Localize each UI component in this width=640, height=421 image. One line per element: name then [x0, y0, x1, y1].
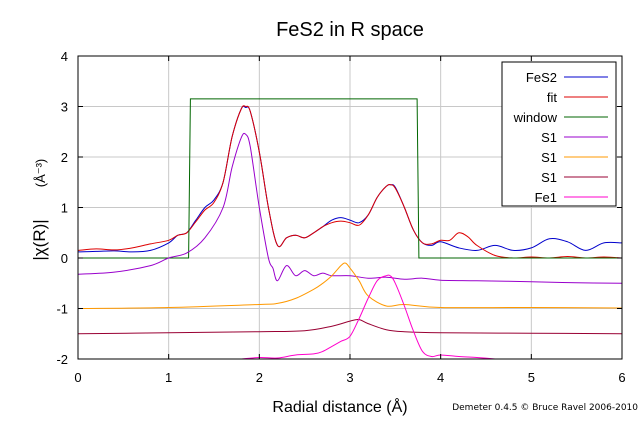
y-tick-label: 1: [61, 201, 68, 216]
legend-label: S1: [541, 170, 557, 185]
legend-label: fit: [547, 90, 558, 105]
legend: FeS2 fit window S1 S1 S1 Fe1: [501, 61, 617, 207]
x-tick-label: 5: [528, 370, 535, 385]
series-layer: [78, 98, 622, 359]
legend-label: S1: [541, 130, 557, 145]
legend-label: window: [513, 110, 558, 125]
y-tick-label: 2: [61, 150, 68, 165]
legend-label: Fe1: [535, 190, 557, 205]
axis-ticks: 0 1 2 3 4 5 6 -2 -1 0 1 2 3 4: [56, 49, 625, 385]
x-tick-label: 4: [437, 370, 444, 385]
y-axis-label: |χ(R)|: [30, 219, 49, 260]
x-tick-label: 1: [165, 370, 172, 385]
x-tick-label: 0: [74, 370, 81, 385]
chart-title: FeS2 in R space: [276, 19, 424, 41]
series-line-3: [78, 132, 622, 284]
x-tick-label: 6: [618, 370, 625, 385]
x-tick-label: 3: [346, 370, 353, 385]
legend-label: FeS2: [526, 70, 557, 85]
x-axis-label: Radial distance (Å): [272, 397, 407, 416]
y-tick-label: 4: [61, 49, 68, 64]
legend-label: S1: [541, 150, 557, 165]
y-tick-label: 3: [61, 100, 68, 115]
y-axis-unit: (Å⁻³): [33, 159, 48, 188]
y-tick-label: 0: [61, 251, 68, 266]
series-line-0: [78, 105, 622, 253]
y-axis-label-group: |χ(R)| (Å⁻³): [30, 159, 49, 261]
y-tick-label: -1: [56, 302, 68, 317]
x-tick-label: 2: [256, 370, 263, 385]
legend-box: [501, 61, 617, 207]
credit-text: Demeter 0.4.5 © Bruce Ravel 2006-2010: [452, 403, 638, 413]
series-line-1: [78, 105, 622, 259]
series-line-4: [78, 262, 622, 309]
y-tick-label: -2: [56, 352, 68, 367]
series-line-6: [241, 274, 496, 359]
